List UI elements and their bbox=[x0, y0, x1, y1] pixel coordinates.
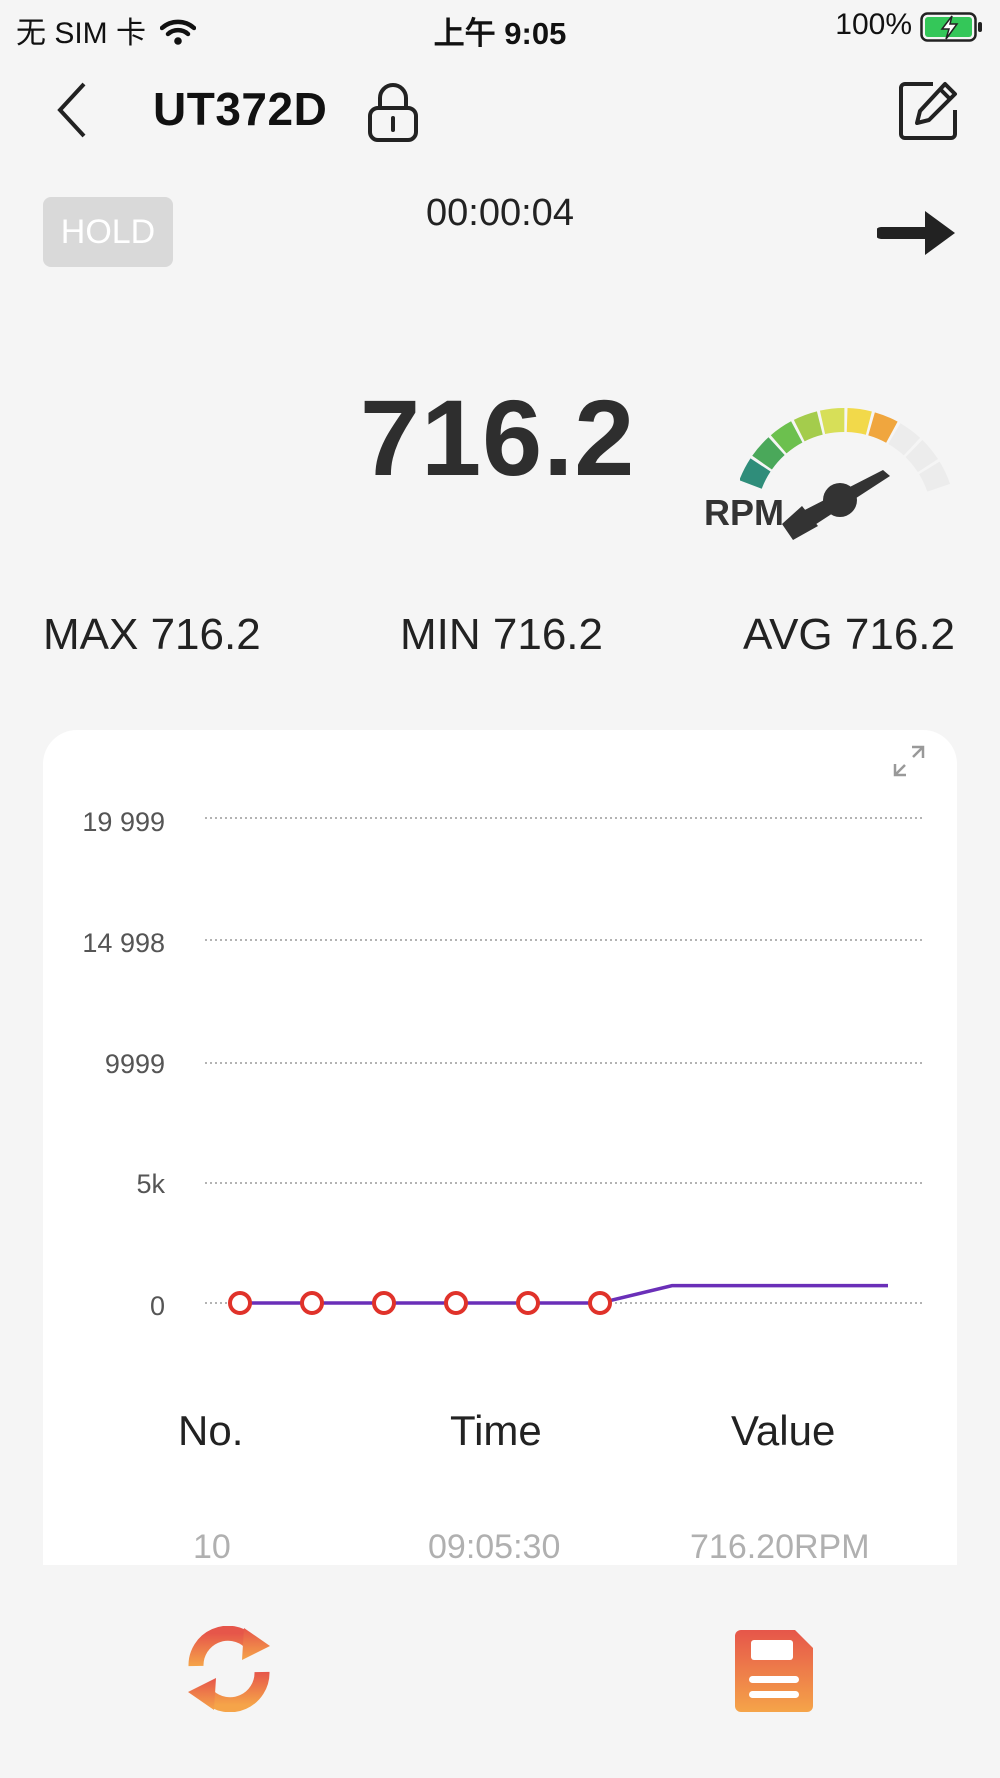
back-button[interactable] bbox=[52, 80, 92, 140]
table-header-time: Time bbox=[450, 1407, 542, 1454]
refresh-button[interactable] bbox=[184, 1626, 274, 1712]
gauge-segment bbox=[770, 421, 803, 454]
save-button[interactable] bbox=[735, 1630, 813, 1712]
status-time: 上午 9:05 bbox=[433, 16, 567, 51]
y-tick-label: 9999 bbox=[104, 1049, 165, 1079]
series-line bbox=[240, 1283, 888, 1305]
trend-chart bbox=[205, 817, 922, 1315]
gauge-segment bbox=[918, 461, 951, 492]
y-tick-label: 0 bbox=[149, 1291, 165, 1321]
measurement-value: 716.2 bbox=[360, 377, 636, 498]
battery-percent: 100% bbox=[835, 8, 912, 41]
battery-icon bbox=[920, 12, 982, 42]
gauge-segment bbox=[819, 408, 845, 435]
table-header-no: No. bbox=[178, 1407, 244, 1454]
hold-button[interactable]: HOLD bbox=[43, 197, 173, 267]
unit-label: RPM bbox=[704, 492, 784, 533]
chart-card bbox=[43, 730, 957, 1565]
table-cell-no: 10 bbox=[193, 1528, 231, 1566]
edit-button[interactable] bbox=[897, 80, 959, 142]
page-title: UT372D bbox=[153, 83, 328, 135]
data-point bbox=[300, 1291, 324, 1315]
table-cell-value: 716.20RPM bbox=[690, 1528, 870, 1566]
y-tick-label: 14 998 bbox=[82, 928, 165, 958]
y-tick-label: 19 999 bbox=[82, 807, 165, 837]
table-cell-time: 09:05:30 bbox=[428, 1528, 561, 1566]
stat-min: MIN 716.2 bbox=[400, 610, 603, 659]
status-carrier: 无 SIM 卡 bbox=[16, 8, 197, 52]
elapsed-timer: 00:00:04 bbox=[426, 192, 574, 234]
stat-max: MAX 716.2 bbox=[43, 610, 261, 659]
gauge-segment bbox=[793, 411, 824, 442]
gauge-segment bbox=[752, 437, 785, 470]
data-point bbox=[372, 1291, 396, 1315]
lock-icon[interactable] bbox=[366, 80, 420, 144]
wifi-icon bbox=[160, 19, 197, 45]
rpm-gauge-icon bbox=[740, 408, 951, 540]
gauge-segment bbox=[846, 408, 872, 435]
gauge-segment bbox=[867, 412, 898, 443]
gauge-segment bbox=[888, 423, 921, 456]
bottom-toolbar bbox=[0, 1565, 1000, 1778]
data-point bbox=[516, 1291, 540, 1315]
arrow-right-icon[interactable] bbox=[877, 205, 959, 261]
expand-icon[interactable] bbox=[892, 744, 926, 778]
data-point bbox=[228, 1291, 252, 1315]
data-point bbox=[588, 1291, 612, 1315]
gauge-segment bbox=[905, 439, 938, 473]
gauge-segment bbox=[740, 458, 771, 490]
table-header-value: Value bbox=[731, 1407, 836, 1454]
y-tick-label: 5k bbox=[136, 1169, 165, 1199]
stat-avg: AVG 716.2 bbox=[743, 610, 955, 659]
data-point bbox=[444, 1291, 468, 1315]
